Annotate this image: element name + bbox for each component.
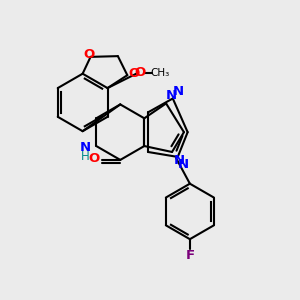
- Text: O: O: [83, 48, 94, 62]
- Text: N: N: [173, 85, 184, 98]
- Text: F: F: [185, 248, 194, 262]
- Text: N: N: [173, 154, 184, 167]
- Text: O: O: [129, 67, 140, 80]
- Text: O: O: [88, 152, 99, 165]
- Text: CH₃: CH₃: [150, 68, 170, 78]
- Text: N: N: [178, 158, 189, 171]
- Text: N: N: [166, 89, 177, 102]
- Text: O: O: [135, 66, 146, 79]
- Text: N: N: [80, 140, 91, 154]
- Text: H: H: [81, 150, 90, 164]
